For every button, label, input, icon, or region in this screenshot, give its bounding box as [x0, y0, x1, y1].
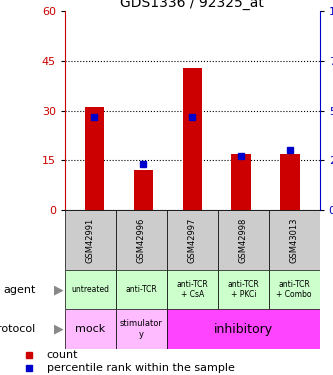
- Text: anti-TCR
+ PKCi: anti-TCR + PKCi: [227, 280, 259, 299]
- Bar: [85, 107, 104, 210]
- Bar: [218, 210, 269, 270]
- Bar: [280, 154, 300, 210]
- Text: anti-TCR
+ CsA: anti-TCR + CsA: [176, 280, 208, 299]
- Bar: [231, 154, 251, 210]
- Text: GSM42991: GSM42991: [86, 217, 95, 262]
- Bar: [218, 270, 269, 309]
- Bar: [269, 270, 320, 309]
- Text: percentile rank within the sample: percentile rank within the sample: [47, 363, 234, 374]
- Bar: [65, 309, 116, 349]
- Text: ▶: ▶: [54, 322, 64, 336]
- Bar: [182, 68, 202, 210]
- Text: inhibitory: inhibitory: [214, 322, 273, 336]
- Bar: [167, 210, 218, 270]
- Text: anti-TCR
+ Combo: anti-TCR + Combo: [276, 280, 312, 299]
- Bar: [167, 270, 218, 309]
- Title: GDS1336 / 92325_at: GDS1336 / 92325_at: [120, 0, 264, 10]
- Bar: [65, 270, 116, 309]
- Bar: [116, 270, 167, 309]
- Bar: [116, 309, 167, 349]
- Text: untreated: untreated: [71, 285, 110, 294]
- Text: GSM42998: GSM42998: [239, 217, 248, 262]
- Text: agent: agent: [3, 285, 36, 295]
- Text: anti-TCR: anti-TCR: [126, 285, 157, 294]
- Bar: [167, 309, 320, 349]
- Text: stimulator
y: stimulator y: [120, 320, 163, 339]
- Text: count: count: [47, 350, 78, 360]
- Text: ▶: ▶: [54, 283, 64, 296]
- Text: GSM42997: GSM42997: [188, 217, 197, 262]
- Text: GSM43013: GSM43013: [290, 217, 299, 263]
- Bar: [134, 170, 153, 210]
- Bar: [269, 210, 320, 270]
- Text: GSM42996: GSM42996: [137, 217, 146, 262]
- Bar: [65, 210, 116, 270]
- Text: mock: mock: [75, 324, 106, 334]
- Text: protocol: protocol: [0, 324, 36, 334]
- Bar: [116, 210, 167, 270]
